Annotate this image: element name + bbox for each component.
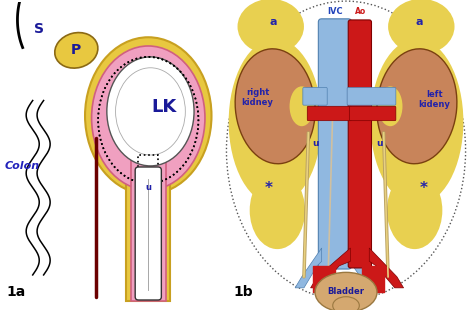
Ellipse shape xyxy=(377,49,457,164)
Ellipse shape xyxy=(370,39,464,205)
Polygon shape xyxy=(127,159,170,301)
FancyBboxPatch shape xyxy=(349,106,396,121)
Ellipse shape xyxy=(235,49,315,164)
Ellipse shape xyxy=(91,46,205,190)
Text: *: * xyxy=(264,181,273,196)
Text: S: S xyxy=(34,21,44,36)
Text: right
kidney: right kidney xyxy=(242,88,273,107)
Text: left
kideny: left kideny xyxy=(419,90,450,109)
Ellipse shape xyxy=(315,272,377,310)
Text: Colon: Colon xyxy=(4,161,39,171)
FancyBboxPatch shape xyxy=(347,87,396,105)
Text: Ao: Ao xyxy=(355,7,366,16)
FancyBboxPatch shape xyxy=(348,20,372,268)
Text: 1b: 1b xyxy=(233,285,253,299)
Text: LK: LK xyxy=(151,98,176,116)
Ellipse shape xyxy=(378,86,402,126)
FancyBboxPatch shape xyxy=(303,87,327,105)
Ellipse shape xyxy=(250,172,305,249)
Ellipse shape xyxy=(333,297,359,310)
Polygon shape xyxy=(369,248,403,288)
Text: a: a xyxy=(415,17,423,27)
Text: IVC: IVC xyxy=(327,7,343,16)
Ellipse shape xyxy=(237,0,304,54)
Ellipse shape xyxy=(85,37,211,194)
Text: u: u xyxy=(376,140,383,148)
Ellipse shape xyxy=(290,86,314,126)
Text: P: P xyxy=(71,43,82,57)
Polygon shape xyxy=(295,248,322,288)
Polygon shape xyxy=(131,157,166,301)
Ellipse shape xyxy=(228,39,322,205)
Text: a: a xyxy=(269,17,277,27)
Ellipse shape xyxy=(388,0,455,54)
Text: u: u xyxy=(145,183,151,192)
Ellipse shape xyxy=(107,57,194,166)
Text: 1a: 1a xyxy=(7,285,26,299)
FancyBboxPatch shape xyxy=(319,19,352,269)
Polygon shape xyxy=(310,248,350,288)
Polygon shape xyxy=(348,248,377,288)
Text: u: u xyxy=(312,140,318,148)
FancyBboxPatch shape xyxy=(307,106,352,121)
Text: Bladder: Bladder xyxy=(328,287,365,296)
Ellipse shape xyxy=(387,172,442,249)
FancyBboxPatch shape xyxy=(135,167,161,300)
Text: *: * xyxy=(419,181,428,196)
Ellipse shape xyxy=(55,33,98,68)
